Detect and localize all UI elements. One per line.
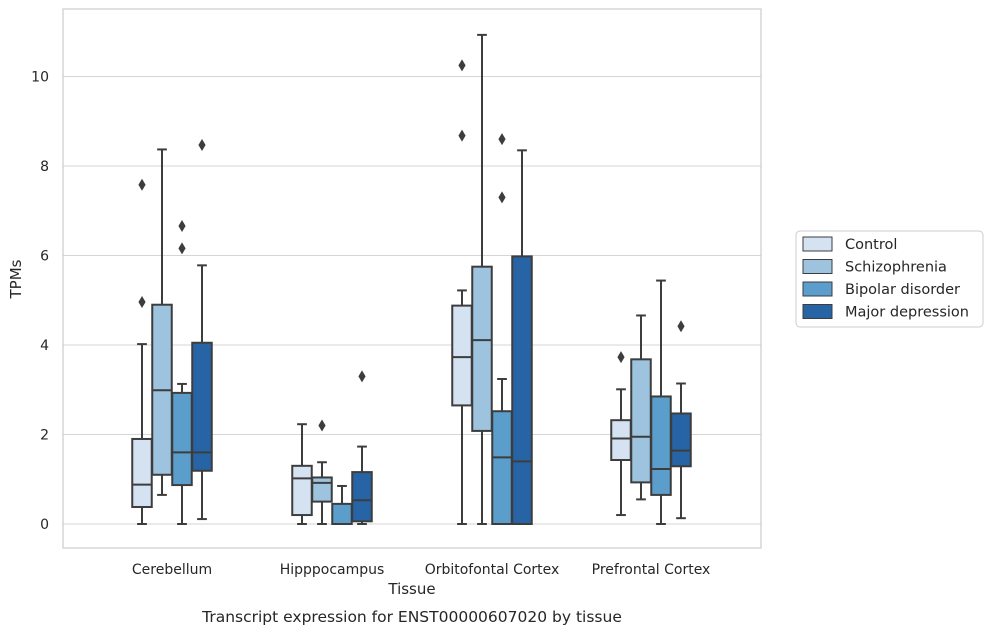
box (331, 502, 353, 525)
box-group (131, 178, 153, 525)
box-group (451, 59, 473, 525)
legend-swatch (802, 236, 833, 252)
box-group (610, 351, 632, 517)
box (491, 410, 513, 526)
y-tick-label: 2 (40, 428, 49, 444)
box-group (311, 419, 333, 525)
box (451, 304, 473, 407)
box (670, 412, 692, 468)
box (630, 358, 652, 484)
outlier-point (198, 138, 206, 151)
box (610, 419, 632, 462)
x-tick-label: Cerebellum (132, 562, 212, 578)
box (351, 471, 373, 523)
outlier-point (138, 178, 146, 191)
outlier-point (498, 191, 506, 204)
box (191, 341, 213, 472)
outlier-point (138, 296, 146, 309)
box-group (291, 423, 313, 525)
legend-swatch (802, 304, 833, 319)
outlier-point (498, 133, 506, 146)
x-axis-ticks: Cerebellum Hipppocampus Orbitofontal Corte… (132, 562, 710, 578)
legend-label: Control (845, 237, 897, 253)
outlier-point (458, 129, 466, 142)
box (471, 265, 493, 432)
x-tick-label: Orbitofontal Cortex (425, 562, 560, 578)
y-tick-label: 4 (40, 338, 49, 354)
chart-caption: Transcript expression for ENST0000060702… (201, 608, 622, 626)
box (311, 476, 333, 503)
x-tick-label: Prefrontal Cortex (592, 562, 711, 578)
plot-area-frame (62, 8, 762, 549)
box (511, 255, 533, 525)
box-group (351, 370, 373, 525)
box-group (630, 314, 652, 501)
boxes-layer (131, 33, 692, 526)
box (171, 391, 193, 487)
legend-label: Bipolar disorder (845, 282, 960, 298)
box-group (471, 33, 493, 525)
x-tick-label: Hipppocampus (280, 562, 385, 578)
y-tick-label: 0 (40, 517, 49, 533)
box-group (511, 149, 533, 525)
outlier-point (178, 219, 186, 232)
box-group (670, 320, 692, 520)
y-axis-ticks: 0 2 4 6 8 10 (31, 70, 49, 534)
y-axis-label: TPMs (7, 259, 25, 299)
legend: Control Schizophrenia Bipolar disorder Majo… (795, 230, 984, 328)
y-tick-label: 6 (40, 249, 49, 265)
outlier-point (617, 351, 625, 364)
x-axis-label: Tissue (387, 580, 435, 598)
outlier-point (677, 320, 685, 333)
box-group (331, 484, 353, 525)
legend-swatch (802, 259, 833, 274)
box-group (171, 219, 193, 525)
box-group (491, 133, 513, 526)
outlier-point (318, 419, 326, 432)
box-group (151, 148, 173, 496)
outlier-point (458, 59, 466, 72)
box (131, 437, 153, 508)
legend-swatch (802, 281, 833, 297)
box-group (650, 279, 672, 525)
legend-label: Major depression (845, 305, 969, 321)
box-group (191, 138, 213, 521)
outlier-point (178, 242, 186, 255)
y-tick-label: 8 (40, 159, 49, 175)
legend-label: Schizophrenia (845, 260, 947, 276)
outlier-point (358, 370, 366, 383)
legend-frame (795, 230, 984, 328)
box (291, 464, 313, 517)
box (650, 395, 672, 496)
y-tick-label: 10 (31, 70, 49, 86)
